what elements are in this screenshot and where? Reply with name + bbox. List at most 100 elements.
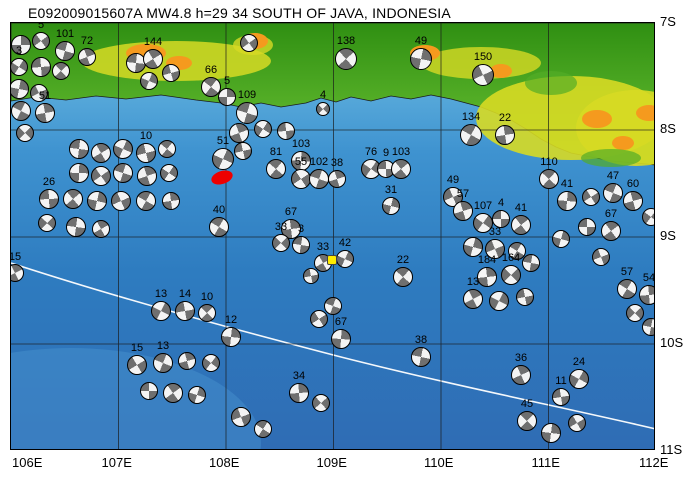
focal-mechanism-label: 55 [294, 156, 308, 168]
focal-mechanism [592, 248, 610, 266]
focal-mechanism [143, 49, 163, 69]
focal-mechanism [11, 264, 24, 282]
focal-mechanism [495, 125, 515, 145]
focal-mechanism [453, 201, 473, 221]
focal-mechanism-label: 107 [473, 200, 493, 212]
focal-mechanism-label: 22 [498, 112, 512, 124]
focal-mechanism-label: 33 [316, 241, 330, 253]
focal-mechanism [87, 191, 107, 211]
focal-mechanism [522, 254, 540, 272]
focal-mechanism [201, 77, 221, 97]
focal-mechanism [639, 285, 654, 305]
focal-mechanism [578, 218, 596, 236]
focal-mechanism [552, 388, 570, 406]
focal-mechanism [508, 242, 526, 260]
focal-mechanism-label: 42 [338, 237, 352, 249]
focal-mechanism [111, 191, 131, 211]
focal-mechanism [11, 79, 29, 99]
focal-mechanism [188, 386, 206, 404]
lat-tick-label: 10S [660, 335, 684, 350]
focal-mechanism [617, 279, 637, 299]
map-background [11, 23, 654, 449]
focal-mechanism [541, 423, 561, 443]
lon-tick-label: 107E [101, 455, 132, 470]
peak-orange [612, 136, 634, 150]
focal-mechanism [231, 407, 251, 427]
focal-mechanism [92, 220, 110, 238]
focal-mechanism-label: 10 [139, 130, 153, 142]
lon-tick-label: 112E [639, 455, 669, 470]
focal-mechanism [11, 58, 28, 76]
focal-mechanism [39, 189, 59, 209]
focal-mechanism [289, 383, 309, 403]
focal-mechanism-label: 10 [200, 291, 214, 303]
focal-mechanism [460, 124, 482, 146]
focal-mechanism-label: 11 [555, 375, 567, 387]
station-marker [327, 255, 337, 265]
lon-tick-label: 108E [209, 455, 240, 470]
focal-mechanism-label: 51 [38, 90, 52, 102]
focal-mechanism [234, 142, 252, 160]
focal-mechanism [153, 353, 173, 373]
focal-mechanism-label: 38 [414, 334, 428, 346]
focal-mechanism-label: 67 [334, 316, 348, 328]
focal-mechanism [316, 102, 330, 116]
focal-mechanism-label: 109 [237, 89, 257, 101]
focal-mechanism [175, 301, 195, 321]
focal-mechanism [601, 221, 621, 241]
focal-mechanism-label: 41 [514, 202, 528, 214]
focal-mechanism-label: 3 [15, 45, 23, 57]
focal-mechanism [78, 48, 96, 66]
focal-mechanism-label: 13 [154, 288, 168, 300]
focal-mechanism-label: 76 [364, 146, 378, 158]
focal-mechanism [393, 267, 413, 287]
focal-mechanism-label: 3 [297, 223, 305, 235]
focal-mechanism [113, 163, 133, 183]
focal-mechanism-label: 134 [461, 111, 481, 123]
focal-mechanism-label: 14 [178, 288, 192, 300]
focal-mechanism-label: 150 [473, 51, 493, 63]
focal-mechanism [626, 304, 644, 322]
focal-mechanism-label: 31 [384, 184, 398, 196]
focal-mechanism-label: 60 [626, 178, 640, 190]
focal-mechanism [623, 191, 643, 211]
focal-mechanism [557, 191, 577, 211]
focal-mechanism [163, 383, 183, 403]
focal-mechanism [309, 169, 329, 189]
focal-mechanism [221, 327, 241, 347]
peak-orange [636, 105, 654, 121]
map-frame: 5 101 72 3 51 144 66 5 109 138 49 150 134 22 4 10 26 51 81… [10, 22, 655, 450]
focal-mechanism [477, 267, 497, 287]
focal-mechanism [642, 208, 654, 226]
focal-mechanism-label: 184 [477, 254, 497, 266]
focal-mechanism [501, 265, 521, 285]
focal-mechanism-label: 45 [520, 398, 534, 410]
focal-mechanism-label: 144 [143, 36, 163, 48]
focal-mechanism-label: 138 [336, 35, 356, 47]
focal-mechanism [162, 192, 180, 210]
focal-mechanism [69, 139, 89, 159]
focal-mechanism-label: 36 [514, 352, 528, 364]
lowland-green [581, 149, 641, 167]
lat-tick-label: 7S [660, 14, 676, 29]
focal-mechanism [511, 365, 531, 385]
focal-mechanism [511, 215, 531, 235]
focal-mechanism-label: 5 [37, 22, 45, 31]
focal-mechanism-label: 33 [274, 221, 288, 233]
focal-mechanism [539, 169, 559, 189]
focal-mechanism [281, 219, 301, 239]
focal-mechanism [266, 159, 286, 179]
focal-mechanism [66, 217, 86, 237]
focal-mechanism [292, 236, 310, 254]
focal-mechanism [16, 124, 34, 142]
focal-mechanism-layer: 5 101 72 3 51 144 66 5 109 138 49 150 134 22 4 10 26 51 81… [11, 23, 654, 449]
focal-mechanism [492, 210, 510, 228]
focal-mechanism [52, 62, 70, 80]
focal-mechanism [272, 234, 290, 252]
lon-tick-label: 110E [424, 455, 454, 470]
lowland-green [525, 71, 577, 95]
lat-tick-label: 11S [660, 442, 683, 457]
focal-mechanism [137, 166, 157, 186]
focal-mechanism [303, 268, 319, 284]
